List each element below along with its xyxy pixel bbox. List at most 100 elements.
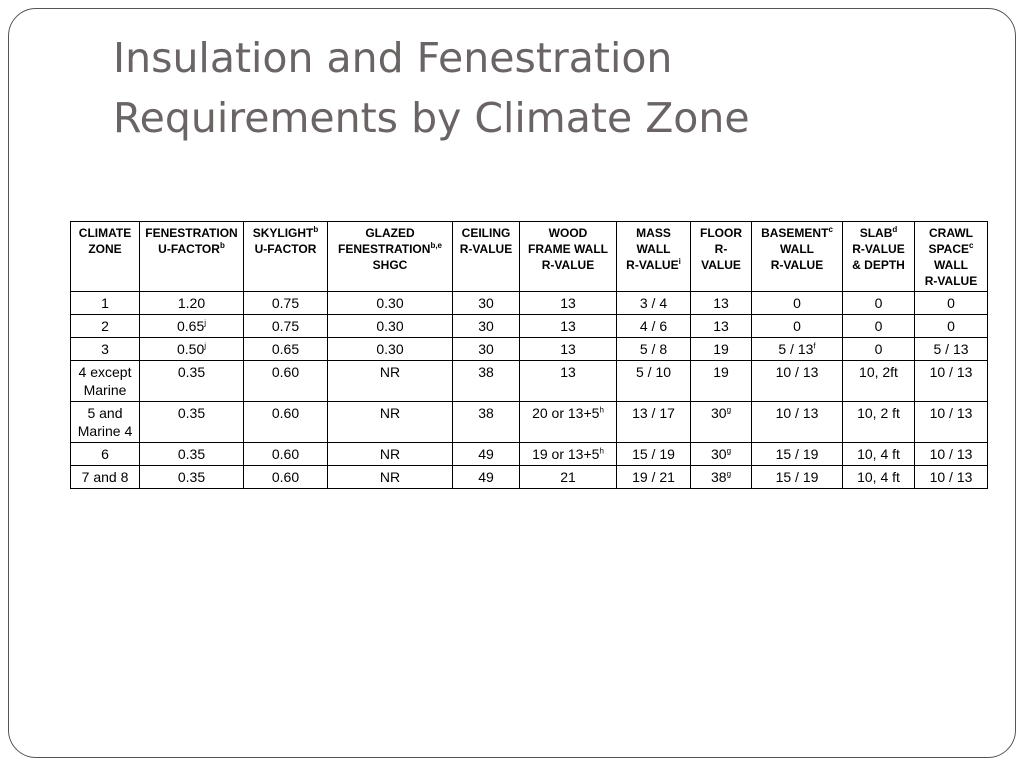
table-cell: 0.60 — [243, 360, 328, 402]
cell-value: 0.30 — [376, 295, 404, 311]
table-cell: 20 or 13+5h — [519, 401, 617, 443]
column-header-line: MASS — [636, 226, 671, 240]
table-cell: 10 / 13 — [914, 360, 988, 402]
table-cell: NR — [327, 360, 453, 402]
table-cell: 6 — [70, 442, 140, 466]
column-header: SLABd R-VALUE & DEPTH — [842, 221, 915, 292]
cell-value: 13 / 17 — [632, 405, 675, 421]
column-header-line: CEILING — [461, 226, 511, 240]
table-cell: 21 — [519, 465, 617, 489]
column-header: CEILING R-VALUE — [452, 221, 520, 292]
column-header-line: R-VALUE — [541, 258, 595, 272]
cell-value: 0.75 — [271, 318, 300, 334]
cell-value: 13 — [713, 295, 729, 311]
cell-value: 30 — [478, 341, 494, 357]
column-header-line: R- — [714, 242, 728, 256]
cell-value: 30 — [710, 405, 727, 421]
table-cell: 0.30 — [327, 291, 453, 315]
cell-value: 10, 2 ft — [857, 405, 900, 421]
table-cell: 5 / 8 — [616, 337, 691, 361]
column-header-line: WOOD — [548, 226, 588, 240]
column-header-line: VALUE — [701, 258, 741, 272]
cell-value: 5 / 13 — [778, 341, 814, 357]
column-header-line: U-FACTORb — [158, 241, 225, 257]
table-cell: 49 — [452, 465, 520, 489]
column-header-line: SLABd — [859, 225, 898, 241]
table-cell: 30 — [452, 337, 520, 361]
cell-value: 38 — [710, 469, 727, 485]
column-header-line: SKYLIGHTb — [252, 225, 319, 241]
cell-value: 5 / 10 — [635, 364, 672, 380]
cell-value: 10 / 13 — [775, 364, 819, 380]
cell-value: 0 — [793, 295, 801, 311]
table-cell: 0.35 — [139, 442, 244, 466]
footnote-marker: f — [813, 341, 816, 351]
cell-value: NR — [379, 446, 401, 462]
table-cell: 0 — [842, 314, 915, 338]
cell-value: 30 — [478, 318, 494, 334]
cell-value: 38 — [478, 364, 494, 380]
table-cell: NR — [327, 465, 453, 489]
cell-value: 15 / 19 — [775, 469, 819, 485]
table-row: 6 0.35 0.60 NR 49 19 or 13+5h 15 / 19 30g 15 / 1… — [70, 442, 988, 466]
table-cell: 15 / 19 — [751, 442, 843, 466]
cell-value: 13 — [713, 318, 729, 334]
cell-value: 4 / 6 — [639, 318, 668, 334]
table-cell: NR — [327, 401, 453, 443]
table-cell: 13 — [690, 314, 752, 338]
table-cell: 5 / 13 — [914, 337, 988, 361]
column-header-line: U-FACTOR — [254, 242, 317, 256]
footnote-marker: g — [726, 405, 732, 415]
table-cell: 0.30 — [327, 337, 453, 361]
cell-value: 30 — [710, 446, 727, 462]
column-header-line: R-VALUE — [770, 258, 824, 272]
table-row: 1 1.20 0.75 0.30 30 13 3 / 4 13 0 0 0 — [70, 291, 988, 315]
column-header-line: SPACEc — [928, 241, 974, 257]
table-cell: 4 / 6 — [616, 314, 691, 338]
table-cell: 0.60 — [243, 401, 328, 443]
table-cell: 10 / 13 — [914, 401, 988, 443]
cell-value: 0 — [874, 318, 883, 334]
cell-value: 6 — [101, 446, 109, 462]
cell-value: 10, 2ft — [859, 364, 898, 380]
table-cell: 30g — [690, 401, 752, 443]
table-cell: 0 — [914, 314, 988, 338]
table-row: 3 0.50j 0.65 0.30 30 13 5 / 8 19 5 / 13f 0 5 / 13 — [70, 337, 988, 361]
footnote-marker: c — [969, 241, 974, 250]
cell-value: 15 / 19 — [632, 446, 675, 462]
cell-value: 3 / 4 — [639, 295, 668, 311]
cell-value: 0 — [874, 295, 883, 311]
cell-value: 0.35 — [177, 405, 206, 421]
table-cell: 7 and 8 — [70, 465, 140, 489]
cell-value: 38 — [478, 405, 494, 421]
cell-value: 5 / 13 — [933, 341, 969, 357]
column-header-line: R-VALUEi — [626, 257, 681, 273]
cell-value: 10 / 13 — [929, 405, 973, 421]
slide-title-line-1: Insulation and Fenestration — [113, 34, 673, 82]
cell-value: NR — [379, 364, 401, 380]
table-cell: 0.35 — [139, 360, 244, 402]
column-header-line: ZONE — [88, 242, 122, 256]
cell-value: 0.60 — [271, 469, 300, 485]
slide-title-line-2: Requirements by Climate Zone — [113, 94, 750, 142]
cell-value: 10 / 13 — [929, 469, 973, 485]
table-cell: 10 / 13 — [914, 442, 988, 466]
cell-value: 49 — [478, 469, 494, 485]
cell-value: 0.35 — [177, 469, 206, 485]
column-header: FENESTRATION U-FACTORb — [139, 221, 244, 292]
table-cell: 0 — [751, 291, 843, 315]
cell-value: 0.35 — [177, 446, 206, 462]
column-header: BASEMENTc WALL R-VALUE — [751, 221, 843, 292]
table-cell: 49 — [452, 442, 520, 466]
column-header-line: R-VALUE — [459, 242, 513, 256]
table-cell: 13 / 17 — [616, 401, 691, 443]
table-cell: 0.30 — [327, 314, 453, 338]
cell-value: 10 / 13 — [929, 446, 973, 462]
cell-value: 0 — [947, 295, 955, 311]
table-cell: 19 / 21 — [616, 465, 691, 489]
column-header-line: BASEMENTc — [761, 225, 833, 241]
table-cell: 38 — [452, 401, 520, 443]
footnote-marker: c — [828, 225, 833, 234]
column-header-line: SHGC — [372, 258, 408, 272]
table-cell: 15 / 19 — [751, 465, 843, 489]
